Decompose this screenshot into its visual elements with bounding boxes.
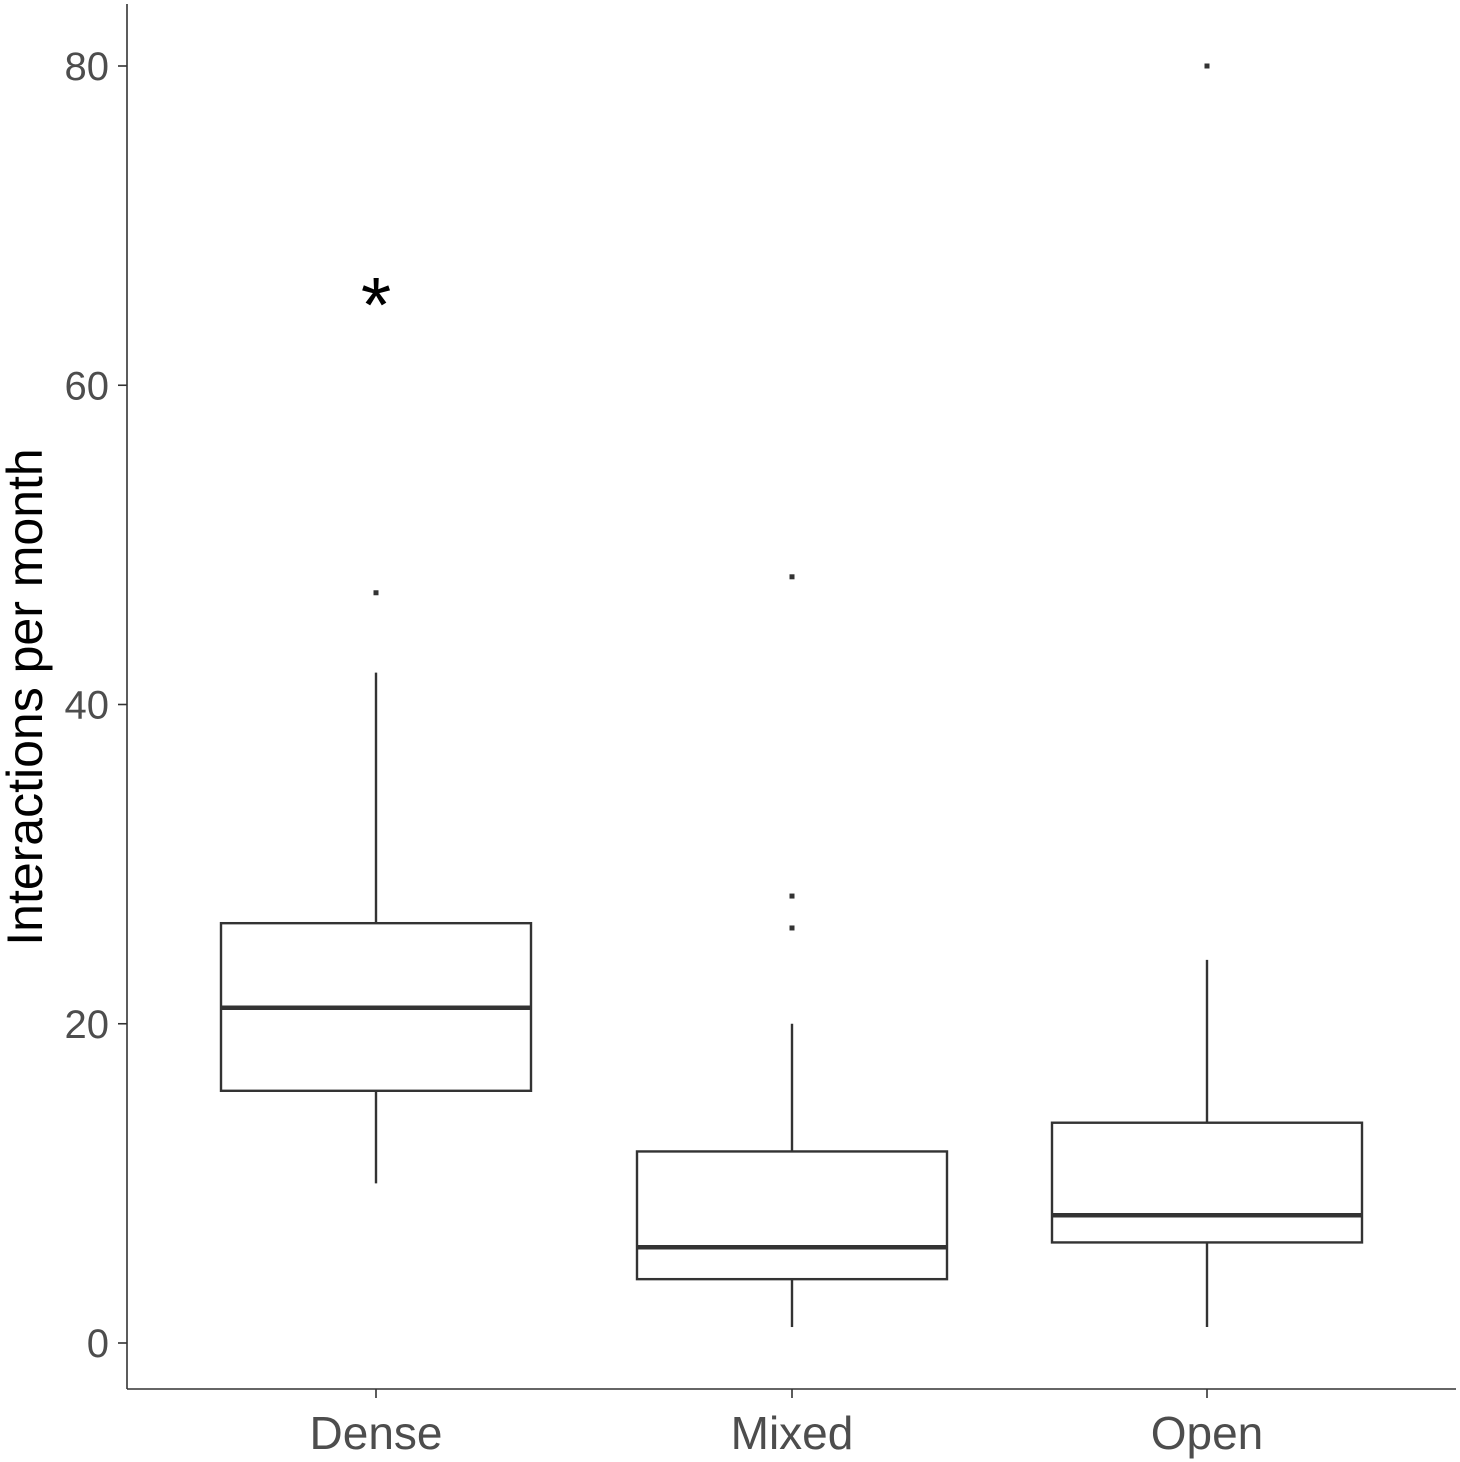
box-group-dense — [219, 590, 533, 1184]
x-axis: Dense Mixed Open — [127, 1388, 1456, 1459]
iqr-box — [1050, 1121, 1364, 1244]
y-tick-label: 80 — [65, 45, 110, 89]
y-tick-label: 0 — [87, 1322, 109, 1366]
outlier-point — [789, 893, 795, 899]
annotations-layer: * — [361, 260, 391, 348]
boxes-layer — [219, 63, 1364, 1328]
y-tick-label: 20 — [65, 1003, 110, 1047]
y-tick-label: 60 — [65, 364, 110, 408]
outlier-point — [789, 574, 795, 580]
y-axis-title: Interactions per month — [0, 448, 53, 946]
x-tick-label: Dense — [310, 1407, 443, 1459]
outlier-point — [789, 925, 795, 931]
outlier-point — [1204, 63, 1210, 69]
iqr-box — [635, 1150, 949, 1281]
y-tick-label: 40 — [65, 684, 110, 728]
x-tick-label: Open — [1151, 1407, 1264, 1459]
box-group-open — [1050, 63, 1364, 1328]
y-axis: 0 20 40 60 80 — [65, 4, 128, 1389]
box-group-mixed — [635, 574, 949, 1328]
x-tick-label: Mixed — [731, 1407, 854, 1459]
outlier-point — [373, 590, 379, 596]
significance-asterisk: * — [361, 260, 391, 348]
